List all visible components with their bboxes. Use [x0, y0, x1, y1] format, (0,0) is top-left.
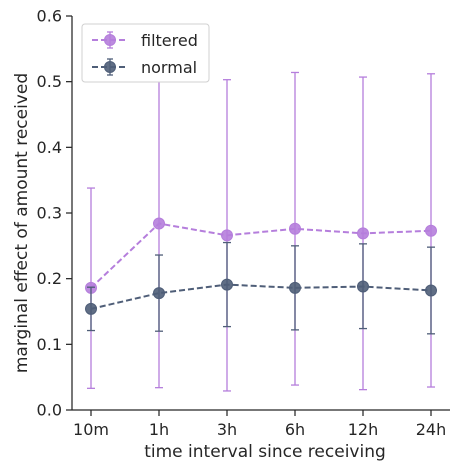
series-line — [90, 222, 432, 289]
marks-layer — [85, 61, 437, 392]
legend: filtered normal — [81, 23, 210, 83]
series-filtered — [85, 61, 437, 392]
data-point — [221, 229, 233, 242]
y-tick-label: 0.4 — [37, 138, 62, 157]
legend-item-normal: normal — [92, 58, 197, 77]
data-point — [425, 284, 437, 297]
x-tick-label: 3h — [217, 420, 237, 439]
data-point — [425, 224, 437, 237]
y-tick-label: 0.0 — [37, 401, 62, 420]
y-tick-label: 0.6 — [37, 7, 62, 26]
ticks-layer: 0.0 0.1 0.2 0.3 0.4 0.5 0.6 10m 1h 3h 6h 12h 24h — [37, 7, 447, 440]
y-tick-label: 0.5 — [37, 72, 62, 91]
legend-marker — [104, 34, 116, 46]
x-tick-label: 24h — [416, 420, 447, 439]
y-tick-label: 0.3 — [37, 204, 62, 223]
y-axis-label: marginal effect of amount received — [12, 73, 32, 373]
series-normal — [85, 241, 437, 335]
data-point — [289, 281, 301, 294]
data-point — [221, 278, 233, 291]
x-tick-label: 12h — [348, 420, 379, 439]
legend-item-filtered: filtered — [92, 31, 198, 50]
legend-label: filtered — [141, 31, 198, 50]
data-point — [85, 302, 97, 315]
y-tick-label: 0.2 — [37, 269, 62, 288]
data-point — [153, 287, 165, 300]
legend-items: filtered normal — [92, 31, 198, 77]
data-point — [153, 217, 165, 230]
data-point — [357, 280, 369, 293]
y-tick-label: 0.1 — [37, 335, 62, 354]
x-axis-label: time interval since receiving — [144, 442, 386, 462]
data-point — [289, 222, 301, 235]
x-tick-label: 6h — [285, 420, 305, 439]
legend-label: normal — [141, 58, 197, 77]
x-tick-label: 1h — [149, 420, 169, 439]
legend-marker — [104, 61, 116, 73]
series-line — [90, 283, 432, 310]
data-point — [357, 227, 369, 240]
x-tick-label: 10m — [73, 420, 109, 439]
